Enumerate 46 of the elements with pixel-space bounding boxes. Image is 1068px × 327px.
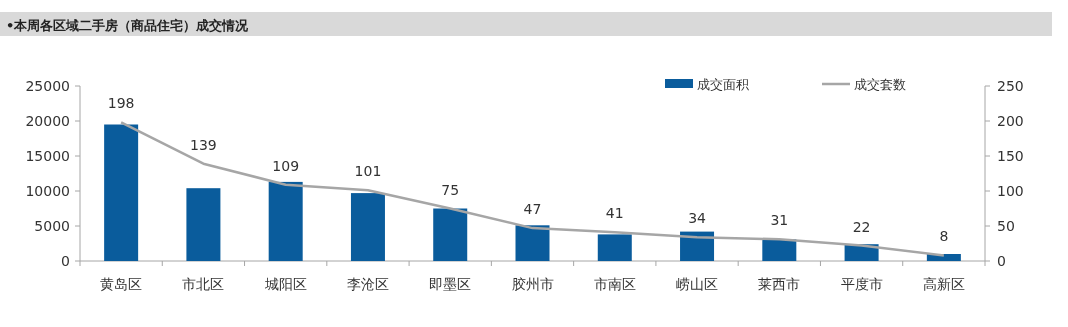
data-label: 31 <box>770 212 789 229</box>
data-label: 47 <box>523 201 542 218</box>
x-tick-label: 市北区 <box>182 276 225 292</box>
x-tick-label: 李沧区 <box>346 276 389 292</box>
x-tick-label: 黄岛区 <box>100 276 143 292</box>
data-label: 22 <box>852 218 871 235</box>
data-label: 109 <box>272 157 300 174</box>
bar <box>762 239 797 261</box>
y-tick-label: 5000 <box>34 218 70 234</box>
data-label: 75 <box>441 181 460 198</box>
y2-tick-label: 150 <box>997 148 1024 164</box>
y2-tick-label: 50 <box>997 218 1015 234</box>
legend-label: 成交套数 <box>854 77 906 92</box>
y-tick-label: 0 <box>61 253 70 269</box>
data-label: 34 <box>688 210 707 227</box>
x-tick-label: 城阳区 <box>263 276 307 292</box>
y2-tick-label: 100 <box>997 183 1024 199</box>
chart-title: •本周各区域二手房（商品住宅）成交情况 <box>6 18 250 33</box>
data-label: 198 <box>107 95 135 112</box>
bar <box>433 208 468 261</box>
x-tick-label: 胶州市 <box>511 276 554 292</box>
x-tick-label: 平度市 <box>840 276 883 292</box>
x-tick-label: 即墨区 <box>429 276 472 292</box>
data-label: 8 <box>939 228 949 245</box>
bar <box>268 181 303 261</box>
y2-tick-label: 200 <box>997 113 1024 129</box>
y-tick-label: 25000 <box>25 78 70 94</box>
y-tick-label: 20000 <box>25 113 70 129</box>
bar <box>350 193 385 261</box>
x-tick-label: 崂山区 <box>676 276 719 292</box>
data-label: 101 <box>354 163 382 180</box>
data-label: 139 <box>190 136 217 153</box>
x-tick-label: 高新区 <box>922 276 965 292</box>
x-tick-label: 市南区 <box>593 276 636 292</box>
y2-tick-label: 250 <box>997 78 1024 94</box>
title-bar: •本周各区域二手房（商品住宅）成交情况 <box>0 12 1052 36</box>
bar <box>186 188 221 261</box>
y2-tick-label: 0 <box>997 253 1006 269</box>
legend-label: 成交面积 <box>697 77 749 92</box>
y-tick-label: 15000 <box>25 148 70 164</box>
bar <box>104 124 139 261</box>
y-tick-label: 10000 <box>25 183 70 199</box>
x-tick-label: 莱西市 <box>758 276 801 292</box>
data-label: 41 <box>605 205 624 222</box>
bar <box>515 225 550 261</box>
bar <box>597 234 632 261</box>
